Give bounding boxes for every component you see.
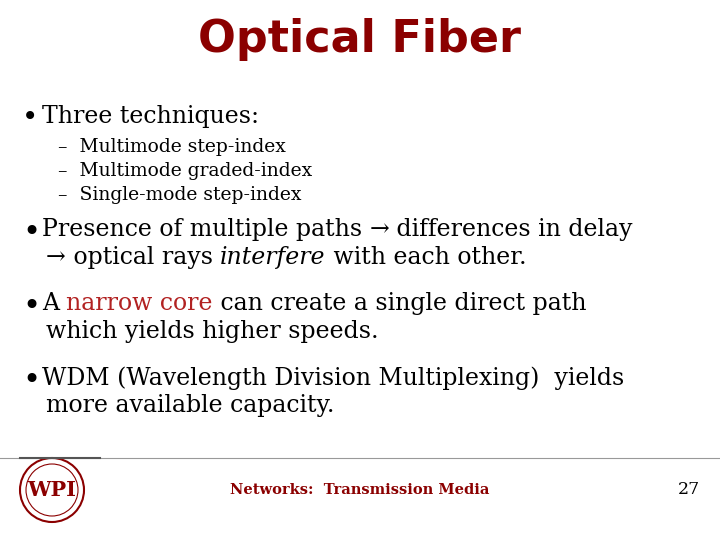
Text: differences in delay: differences in delay <box>390 218 633 241</box>
Text: •: • <box>22 218 40 249</box>
Text: which yields higher speeds.: which yields higher speeds. <box>46 320 379 343</box>
Text: Networks:  Transmission Media: Networks: Transmission Media <box>230 483 490 497</box>
Text: •: • <box>22 105 38 132</box>
Text: Presence of multiple paths: Presence of multiple paths <box>42 218 369 241</box>
Text: Optical Fiber: Optical Fiber <box>199 18 521 61</box>
Text: •: • <box>22 366 40 397</box>
Text: more available capacity.: more available capacity. <box>46 394 335 417</box>
Text: –  Single-mode step-index: – Single-mode step-index <box>58 186 302 204</box>
Text: Three techniques:: Three techniques: <box>42 105 259 128</box>
Text: optical rays: optical rays <box>66 246 220 269</box>
Text: •: • <box>22 292 40 323</box>
Text: –  Multimode step-index: – Multimode step-index <box>58 138 286 156</box>
Text: narrow core: narrow core <box>66 292 213 315</box>
Text: 27: 27 <box>678 482 700 498</box>
Text: WPI: WPI <box>27 480 76 500</box>
Text: interfere: interfere <box>220 246 325 269</box>
Text: →: → <box>46 246 66 269</box>
Text: WDM (Wavelength Division Multiplexing)  yields: WDM (Wavelength Division Multiplexing) y… <box>42 366 624 389</box>
Text: →: → <box>369 218 390 241</box>
Text: –  Multimode graded-index: – Multimode graded-index <box>58 162 312 180</box>
Text: can create a single direct path: can create a single direct path <box>213 292 587 315</box>
Text: with each other.: with each other. <box>325 246 526 269</box>
Text: A: A <box>42 292 66 315</box>
